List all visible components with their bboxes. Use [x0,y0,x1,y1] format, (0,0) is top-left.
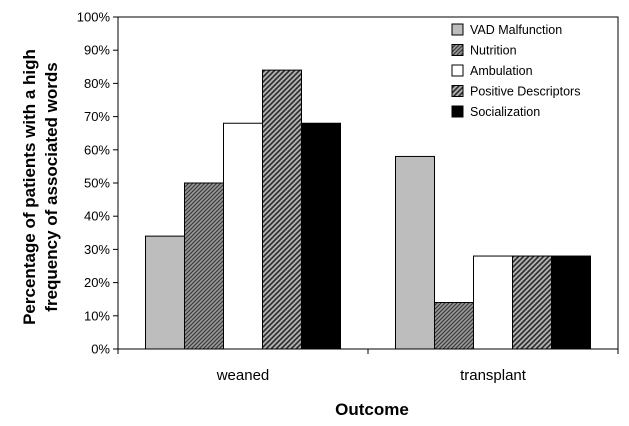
bar-nutrition-transplant [434,302,474,350]
x-category-label: transplant [460,367,527,384]
x-category-label: weaned [216,367,270,384]
y-tick-label: 0% [91,342,110,357]
bar-vad-malfunction-weaned [145,235,185,350]
bar-socialization-weaned [301,122,341,350]
legend-label: VAD Malfunction [470,23,562,37]
bar-socialization-transplant [551,255,591,350]
y-tick-label: 40% [84,209,110,224]
y-axis-title-line: frequency of associated words [42,62,61,311]
y-tick-label: 50% [84,176,110,191]
y-tick-label: 90% [84,43,110,58]
y-tick-label: 20% [84,275,110,290]
legend-swatch-ambulation [451,64,464,77]
legend-swatch-vad-malfunction [451,23,464,36]
bar-ambulation-weaned [223,122,263,350]
legend-label: Nutrition [470,44,517,58]
y-tick-label: 100% [77,10,111,25]
bar-positive-descriptors-weaned [262,69,302,350]
y-axis-title-line: Percentage of patients with a high [20,49,39,325]
legend-label: Positive Descriptors [470,85,580,99]
y-tick-label: 70% [84,109,110,124]
legend-swatch-positive-descriptors [451,85,464,97]
y-tick-label: 60% [84,142,110,157]
x-axis-title: Outcome [335,400,409,419]
bar-positive-descriptors-transplant [512,255,552,350]
bar-ambulation-transplant [473,255,513,350]
legend-label: Socialization [470,105,540,119]
bar-nutrition-weaned [184,182,224,350]
legend-label: Ambulation [470,64,533,78]
y-tick-label: 30% [84,242,110,257]
y-tick-label: 80% [84,76,110,91]
y-tick-label: 10% [84,308,110,323]
legend-swatch-nutrition [451,44,464,56]
legend-swatch-socialization [451,105,464,118]
bar-vad-malfunction-transplant [395,155,435,350]
